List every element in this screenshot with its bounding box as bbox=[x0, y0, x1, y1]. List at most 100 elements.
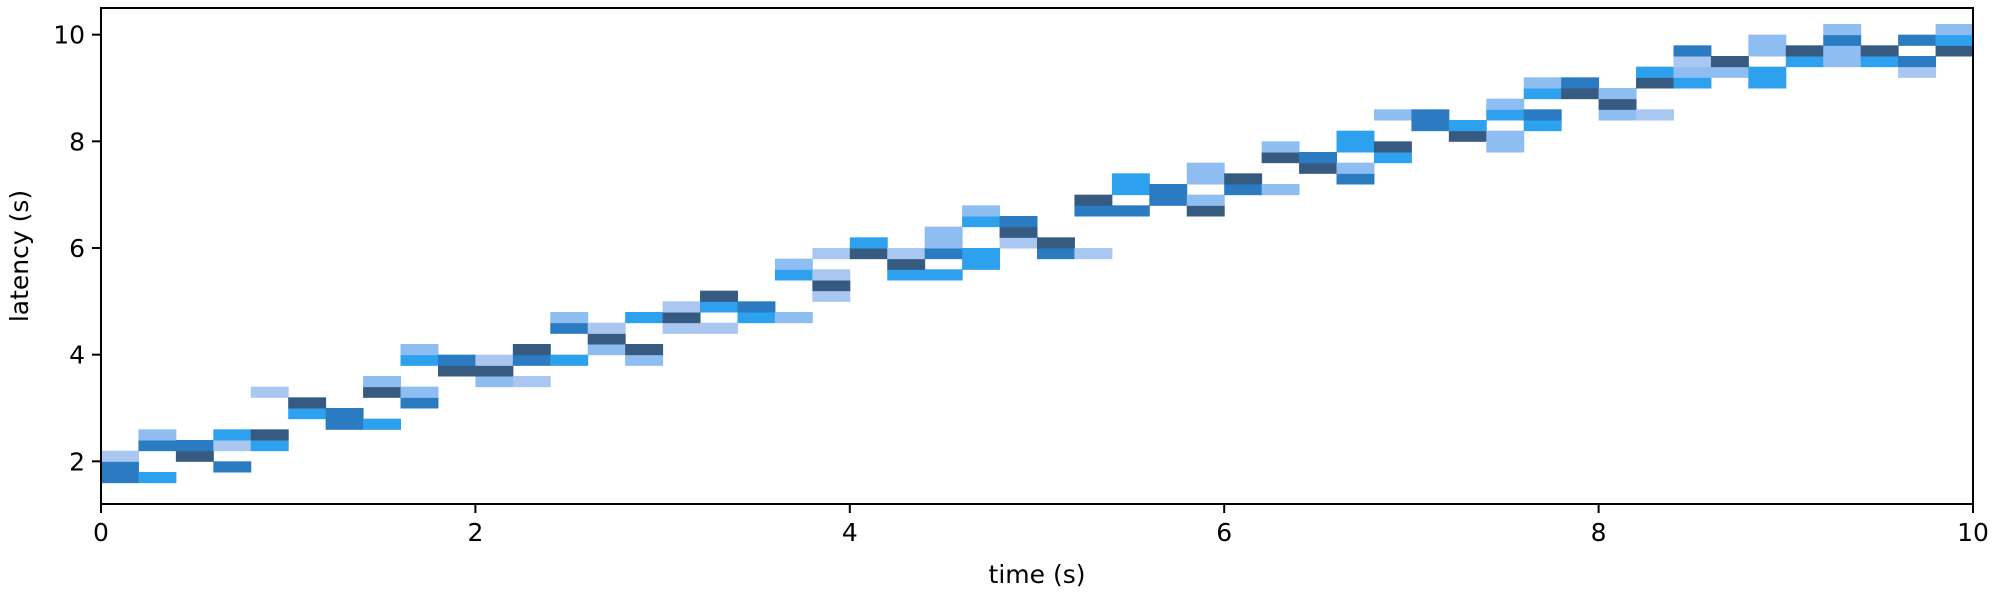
heatmap-cell bbox=[887, 248, 926, 260]
x-tick-label: 2 bbox=[467, 518, 483, 547]
heatmap-cell bbox=[1935, 24, 1974, 36]
heatmap-cell bbox=[1186, 194, 1225, 206]
heatmap-cell bbox=[213, 429, 252, 441]
heatmap-cell bbox=[737, 301, 776, 313]
heatmap-cell bbox=[250, 386, 289, 398]
heatmap-cell bbox=[1486, 98, 1525, 110]
heatmap-cell bbox=[700, 290, 738, 302]
heatmap-cell bbox=[999, 216, 1038, 228]
heatmap-cell bbox=[400, 386, 439, 398]
heatmap-cell bbox=[924, 269, 963, 281]
heatmap-cells bbox=[101, 24, 1974, 484]
heatmap-cell bbox=[475, 376, 514, 388]
heatmap-cell bbox=[1523, 88, 1562, 100]
heatmap-cell bbox=[363, 386, 402, 398]
heatmap-cell bbox=[812, 290, 851, 302]
heatmap-cell bbox=[1448, 120, 1487, 132]
heatmap-cell bbox=[1561, 88, 1600, 100]
heatmap-cell bbox=[550, 322, 589, 334]
heatmap-cell bbox=[999, 237, 1038, 249]
heatmap-cell bbox=[101, 472, 139, 484]
heatmap-cell bbox=[1261, 184, 1300, 196]
y-tick-label: 8 bbox=[69, 127, 85, 156]
heatmap-cell bbox=[363, 376, 402, 388]
heatmap-cell bbox=[1486, 141, 1525, 153]
heatmap-cell bbox=[812, 269, 851, 281]
heatmap-cell bbox=[1261, 152, 1300, 164]
heatmap-cell bbox=[138, 429, 177, 441]
heatmap-cell bbox=[101, 461, 139, 473]
heatmap-cell bbox=[1785, 45, 1824, 57]
heatmap-cell bbox=[1074, 248, 1113, 260]
heatmap-cell bbox=[1673, 66, 1712, 78]
heatmap-cell bbox=[1074, 205, 1113, 217]
y-axis: 2 4 6 8 10 bbox=[53, 21, 101, 476]
heatmap-cell bbox=[1673, 77, 1712, 89]
heatmap-cell bbox=[999, 226, 1038, 238]
heatmap-cell bbox=[325, 418, 364, 430]
heatmap-cell bbox=[213, 440, 252, 452]
heatmap-cell bbox=[1336, 141, 1375, 153]
heatmap-cell bbox=[512, 354, 551, 366]
heatmap-cell bbox=[1224, 173, 1263, 185]
x-tick-label: 0 bbox=[93, 518, 109, 547]
heatmap-cell bbox=[1149, 194, 1188, 206]
heatmap-cell bbox=[400, 344, 439, 356]
heatmap-cell bbox=[1935, 45, 1974, 57]
heatmap-cell bbox=[887, 269, 926, 281]
x-axis: 0 2 4 6 8 10 bbox=[93, 504, 1989, 547]
heatmap-cell bbox=[1523, 109, 1562, 121]
heatmap-cell bbox=[1186, 205, 1225, 217]
y-tick-label: 10 bbox=[53, 21, 85, 50]
heatmap-cell bbox=[1785, 56, 1824, 68]
heatmap-cell bbox=[1149, 184, 1188, 196]
heatmap-cell bbox=[962, 216, 1001, 228]
heatmap-cell bbox=[625, 344, 664, 356]
heatmap-cell bbox=[587, 344, 626, 356]
heatmap-cell bbox=[1411, 109, 1450, 121]
heatmap-cell bbox=[250, 440, 289, 452]
heatmap-cell bbox=[1411, 120, 1450, 132]
heatmap-cell bbox=[1748, 34, 1787, 46]
heatmap-cell bbox=[175, 450, 214, 462]
heatmap-cell bbox=[1523, 77, 1562, 89]
heatmap-cell bbox=[1448, 130, 1487, 142]
heatmap-cell bbox=[1823, 56, 1862, 68]
heatmap-cell bbox=[625, 354, 664, 366]
heatmap-cell bbox=[1898, 56, 1937, 68]
heatmap-cell bbox=[1111, 184, 1150, 196]
heatmap-cell bbox=[662, 322, 701, 334]
heatmap-cell bbox=[400, 354, 439, 366]
heatmap-cell bbox=[700, 322, 738, 334]
heatmap-cell bbox=[288, 408, 327, 420]
heatmap-cell bbox=[1299, 152, 1338, 164]
heatmap-cell bbox=[1186, 162, 1225, 174]
heatmap-cell bbox=[1860, 56, 1899, 68]
heatmap-cell bbox=[924, 237, 963, 249]
heatmap-cell bbox=[662, 301, 701, 313]
heatmap-cell bbox=[400, 397, 439, 409]
heatmap-cell bbox=[1186, 173, 1225, 185]
heatmap-cell bbox=[1373, 109, 1412, 121]
heatmap-cell bbox=[962, 205, 1001, 217]
heatmap-cell bbox=[550, 354, 589, 366]
heatmap-cell bbox=[1710, 56, 1749, 68]
heatmap-cell bbox=[475, 354, 514, 366]
heatmap-cell bbox=[1898, 34, 1937, 46]
heatmap-cell bbox=[1037, 248, 1075, 260]
heatmap-cell bbox=[175, 440, 214, 452]
heatmap-cell bbox=[1486, 109, 1525, 121]
x-tick-label: 10 bbox=[1957, 518, 1989, 547]
heatmap-cell bbox=[1673, 56, 1712, 68]
heatmap-cell bbox=[1523, 120, 1562, 132]
heatmap-cell bbox=[437, 365, 476, 377]
heatmap-cell bbox=[1598, 88, 1637, 100]
y-tick-label: 6 bbox=[69, 234, 85, 263]
heatmap-cell bbox=[1111, 173, 1150, 185]
heatmap-cell bbox=[250, 429, 289, 441]
heatmap-cell bbox=[587, 333, 626, 345]
heatmap-cell bbox=[1111, 205, 1150, 217]
heatmap-cell bbox=[363, 418, 402, 430]
heatmap-cell bbox=[1299, 162, 1338, 174]
x-axis-title: time (s) bbox=[989, 560, 1086, 589]
